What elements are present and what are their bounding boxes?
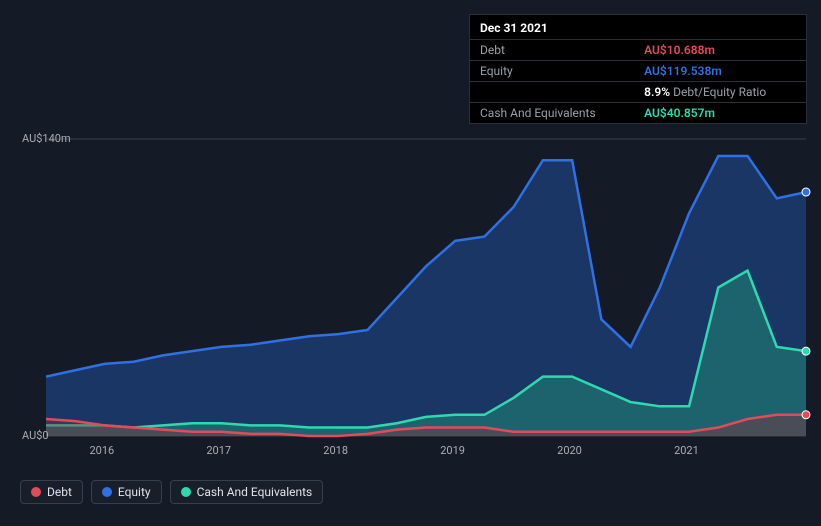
chart-legend: Debt Equity Cash And Equivalents (20, 480, 323, 504)
legend-swatch (31, 487, 41, 497)
legend-label: Equity (118, 485, 151, 499)
x-axis-label: 2017 (206, 444, 231, 457)
end-marker-equity (802, 188, 810, 196)
chart-tooltip: Dec 31 2021 DebtAU$10.688mEquityAU$119.5… (469, 14, 807, 124)
y-axis-label: AU$0 (22, 429, 44, 442)
legend-item-cash[interactable]: Cash And Equivalents (170, 480, 324, 504)
tooltip-row-value: AU$10.688m (634, 40, 806, 61)
tooltip-row-value: AU$119.538m (634, 61, 806, 82)
legend-swatch (102, 487, 112, 497)
x-axis-label: 2020 (557, 444, 582, 457)
tooltip-table: DebtAU$10.688mEquityAU$119.538m8.9% Debt… (470, 39, 806, 123)
tooltip-row-label: Cash And Equivalents (470, 103, 634, 124)
chart-container: { "chart": { "type": "area", "width": 82… (0, 0, 821, 526)
tooltip-row: DebtAU$10.688m (470, 40, 806, 61)
x-axis-label: 2016 (89, 444, 114, 457)
legend-swatch (181, 487, 191, 497)
legend-label: Debt (47, 485, 72, 499)
legend-item-equity[interactable]: Equity (91, 480, 162, 504)
tooltip-row-value: 8.9% Debt/Equity Ratio (634, 82, 806, 103)
tooltip-row-label: Equity (470, 61, 634, 82)
legend-item-debt[interactable]: Debt (20, 480, 83, 504)
tooltip-row: EquityAU$119.538m (470, 61, 806, 82)
tooltip-date: Dec 31 2021 (470, 15, 806, 39)
tooltip-row: 8.9% Debt/Equity Ratio (470, 82, 806, 103)
tooltip-row-value: AU$40.857m (634, 103, 806, 124)
tooltip-row: Cash And EquivalentsAU$40.857m (470, 103, 806, 124)
x-axis-label: 2021 (674, 444, 699, 457)
tooltip-row-label: Debt (470, 40, 634, 61)
x-axis-label: 2019 (440, 444, 465, 457)
y-axis-label: AU$140m (22, 132, 44, 145)
tooltip-row-label (470, 82, 634, 103)
end-marker-cash (802, 347, 810, 355)
end-marker-debt (802, 411, 810, 419)
x-axis-label: 2018 (323, 444, 348, 457)
legend-label: Cash And Equivalents (197, 485, 313, 499)
